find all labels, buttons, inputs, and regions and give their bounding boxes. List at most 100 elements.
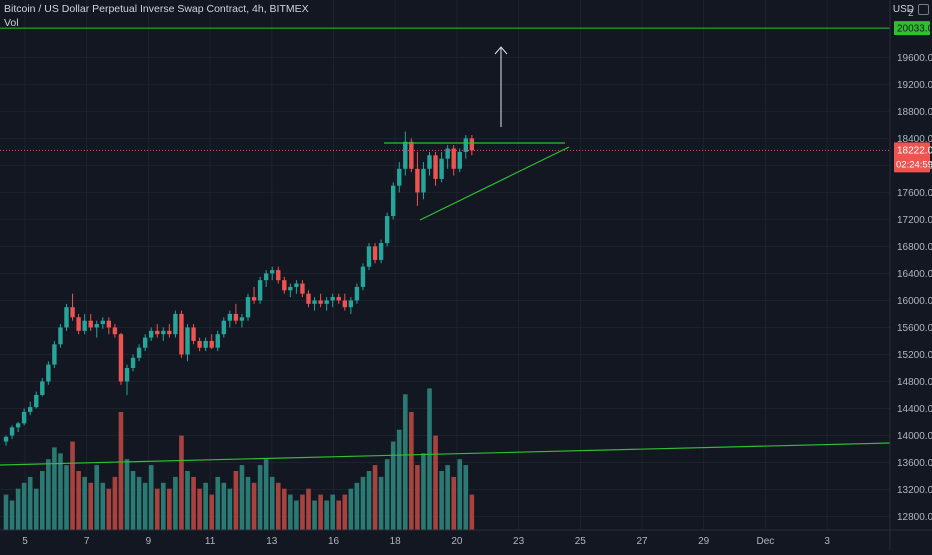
time-tick-label: 13 <box>266 536 278 547</box>
price-tick-label: 13600.0 <box>897 458 932 469</box>
time-tick-label: 9 <box>146 536 152 547</box>
volume-bar <box>167 488 172 530</box>
price-tick-label: 16800.0 <box>897 242 932 253</box>
volume-bar <box>312 500 317 530</box>
candle-body <box>215 334 220 348</box>
time-tick-label: 3 <box>824 536 830 547</box>
candle-body <box>433 155 438 179</box>
candle-body <box>161 330 166 335</box>
volume-bar <box>154 488 160 530</box>
candle-body <box>88 320 93 328</box>
candle-body <box>233 313 239 321</box>
candle-body <box>294 283 299 287</box>
volume-bar <box>27 476 33 530</box>
volume-bar <box>348 488 354 530</box>
candle-body <box>336 297 341 301</box>
settings-icon[interactable] <box>918 4 929 15</box>
candle-body <box>155 330 160 335</box>
candle-body <box>397 168 402 186</box>
price-tick-label: 13200.0 <box>897 485 932 496</box>
candle-body <box>288 286 293 291</box>
volume-bar <box>427 388 432 530</box>
volume-bar <box>366 471 372 530</box>
price-tick-label: 16400.0 <box>897 269 932 280</box>
candle-body <box>167 330 172 335</box>
candle-body <box>415 168 420 193</box>
volume-bar <box>245 476 251 530</box>
candle-body <box>263 273 269 281</box>
candle-body <box>227 313 233 321</box>
time-tick-label: 18 <box>390 536 402 547</box>
candle-body <box>342 300 347 308</box>
currency-label[interactable]: USD <box>892 4 914 15</box>
candle-body <box>354 286 360 301</box>
time-tick-label: 25 <box>575 536 587 547</box>
volume-bar <box>384 459 390 530</box>
volume-bar <box>294 500 299 530</box>
volume-bar <box>403 394 408 530</box>
volume-bar <box>318 494 323 530</box>
candle-body <box>439 158 444 179</box>
volume-bar <box>76 471 81 530</box>
volume-bar <box>463 465 469 530</box>
rising-trendline[interactable] <box>419 146 570 221</box>
candle-body <box>445 148 450 159</box>
volume-bar <box>360 476 366 530</box>
candle-body <box>427 155 432 169</box>
candle-body <box>324 300 329 304</box>
time-tick-label: 29 <box>698 536 710 547</box>
level-price-tag[interactable] <box>894 21 930 36</box>
volume-bar <box>64 465 69 530</box>
volume-bar <box>354 482 360 530</box>
price-tick-label: 14400.0 <box>897 404 932 415</box>
symbol-title[interactable]: Bitcoin / US Dollar Perpetual Inverse Sw… <box>4 3 309 15</box>
volume-bar <box>118 412 124 530</box>
volume-bar <box>136 476 142 530</box>
volume-bar <box>372 465 378 530</box>
candle-body <box>3 436 9 442</box>
candle-body <box>403 141 408 169</box>
volume-bar <box>179 435 184 530</box>
price-tick-label: 15200.0 <box>897 350 932 361</box>
long-trendline[interactable] <box>0 442 891 466</box>
volume-bar <box>33 488 39 530</box>
candle-body <box>270 270 275 274</box>
candle-body <box>100 320 105 325</box>
time-tick-label: 20 <box>451 536 463 547</box>
candle-body <box>384 216 390 244</box>
candle-body <box>149 330 154 338</box>
volume-bar <box>233 471 239 530</box>
candle-body <box>391 185 396 217</box>
candle-body <box>209 340 214 348</box>
volume-bar <box>106 488 112 530</box>
volume-bar <box>421 453 426 530</box>
volume-bar <box>275 482 281 530</box>
volume-bar <box>94 465 100 530</box>
candle-body <box>348 300 354 308</box>
candle-body <box>360 266 366 287</box>
time-tick-label: 16 <box>328 536 340 547</box>
candle-body <box>245 297 251 318</box>
candle-body <box>130 357 136 368</box>
volume-bar <box>58 453 63 530</box>
volume-bar <box>257 465 263 530</box>
price-tick-label-partial: 2 <box>908 8 914 19</box>
price-tick-label: 16000.0 <box>897 296 932 307</box>
volume-bar <box>251 482 257 530</box>
volume-bar <box>396 429 402 530</box>
volume-indicator-label[interactable]: Vol <box>4 17 19 29</box>
volume-bar <box>239 465 245 530</box>
candle-body <box>15 423 21 428</box>
up-arrow-head[interactable] <box>494 46 508 55</box>
last-price-tag[interactable] <box>894 142 930 173</box>
candle-body <box>251 297 257 301</box>
candle-body <box>46 364 51 382</box>
volume-bar <box>161 482 166 530</box>
volume-bar <box>451 476 456 530</box>
price-tick-label: 15600.0 <box>897 323 932 334</box>
volume-bar <box>209 494 214 530</box>
price-tick-label: 12800.0 <box>897 512 932 523</box>
volume-bar <box>433 435 438 530</box>
